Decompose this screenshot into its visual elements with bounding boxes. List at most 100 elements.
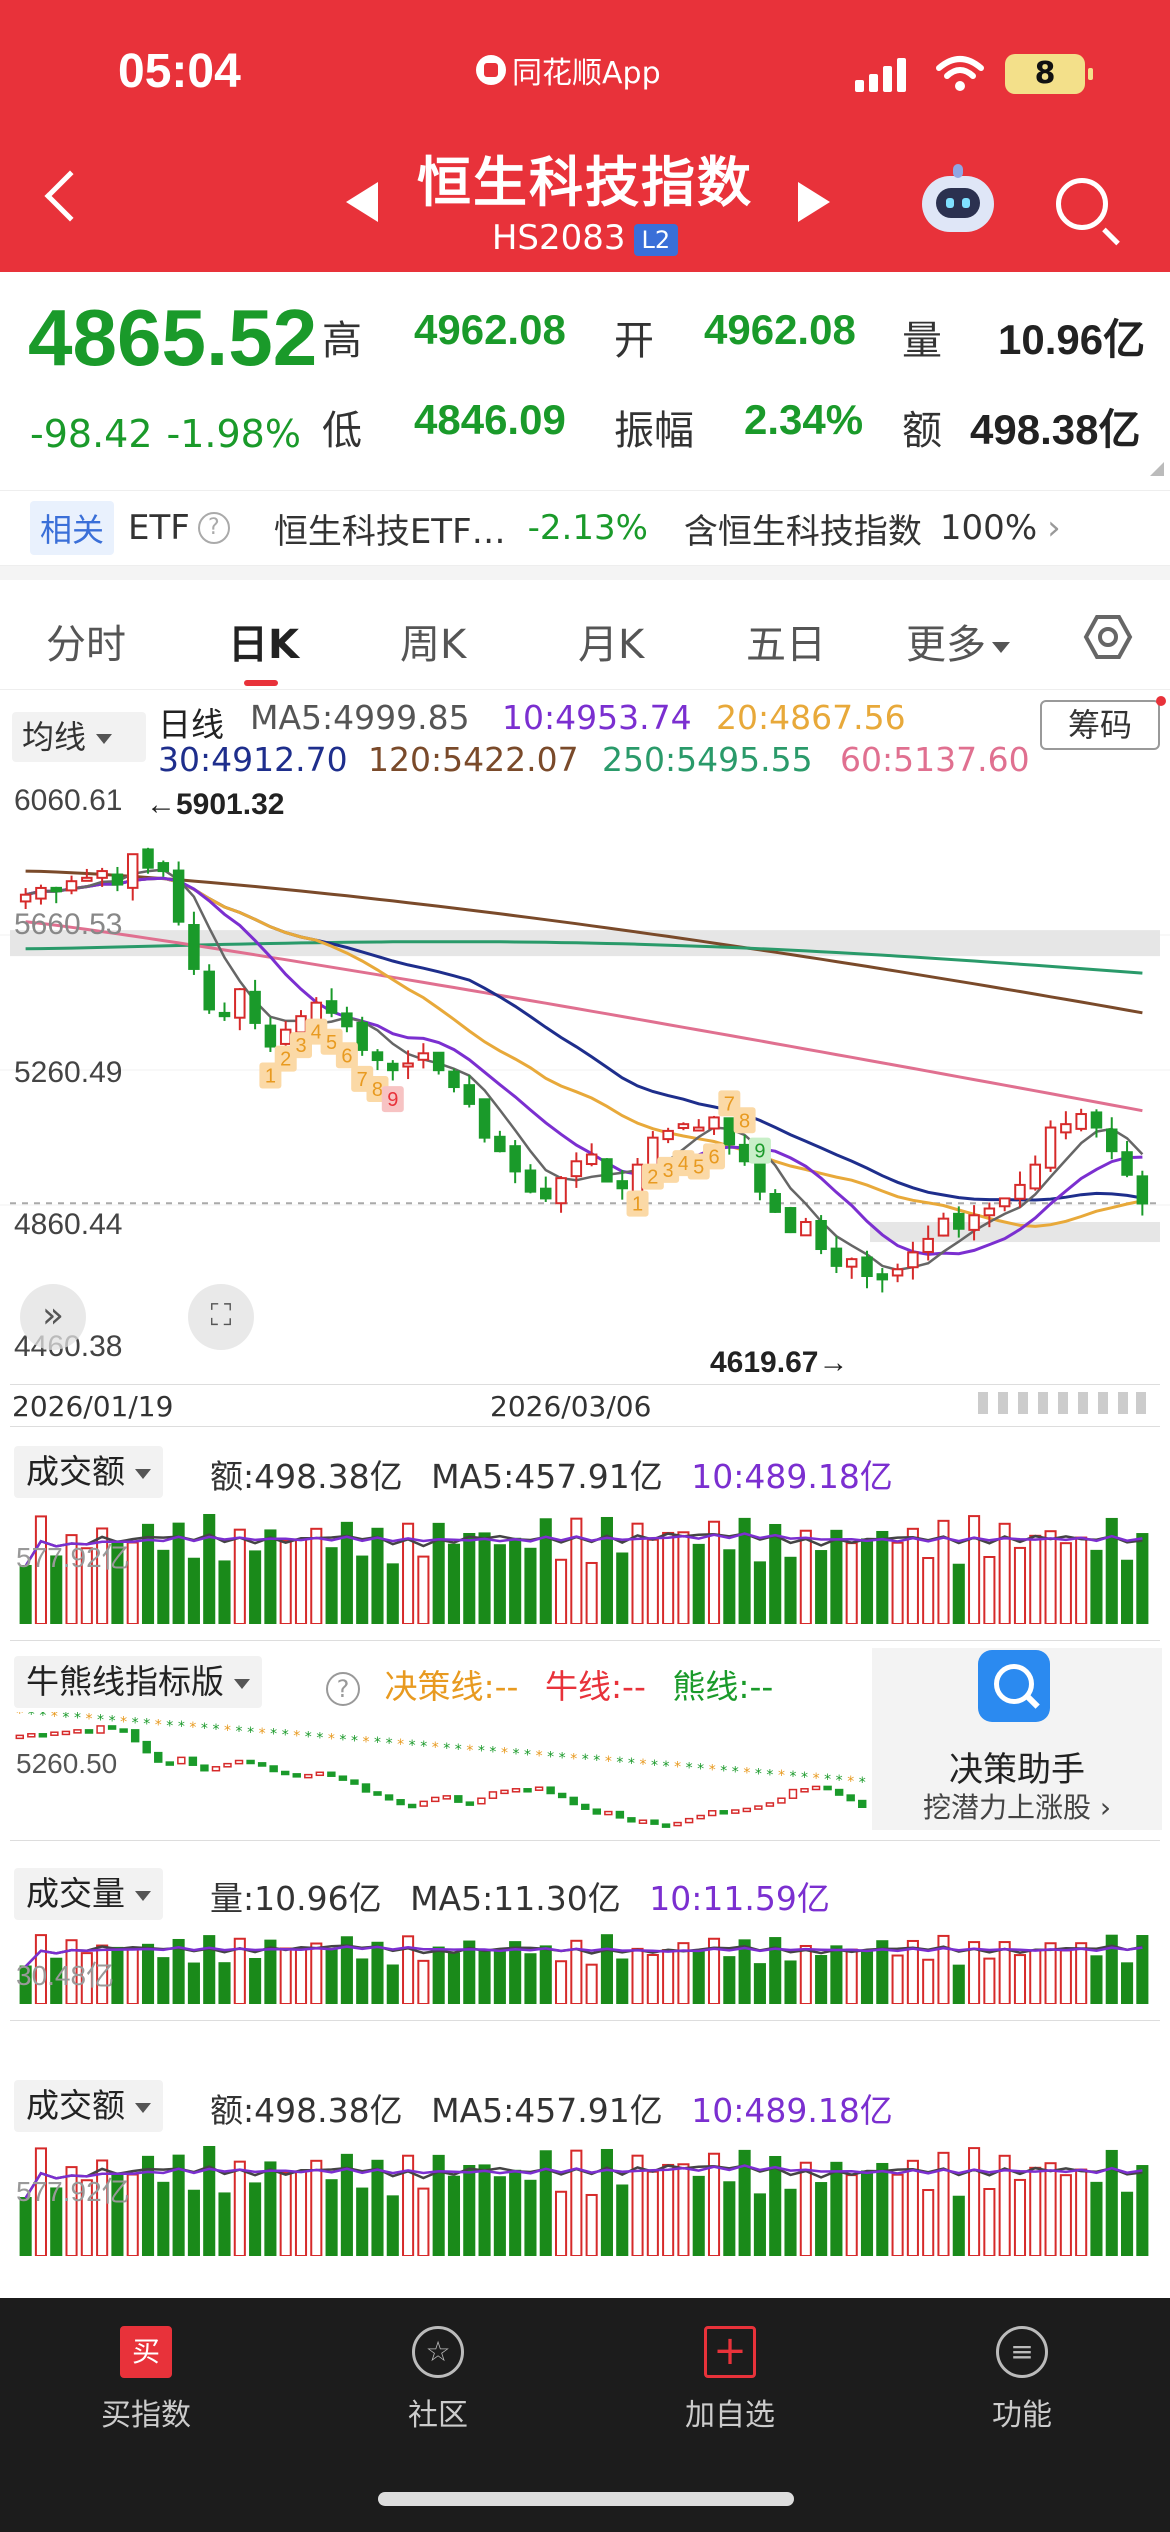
candle-body	[279, 1028, 292, 1045]
volume-bar	[1075, 1942, 1088, 2004]
volume-bar	[493, 1950, 506, 2004]
volume-bar	[141, 2155, 155, 2256]
candle-body	[601, 1158, 613, 1183]
candle-body	[203, 970, 215, 1011]
volume-bar	[80, 1547, 93, 1624]
tab-intraday[interactable]: 分时	[46, 622, 126, 668]
volume-bar	[1121, 1559, 1134, 1624]
ma30-value: 30:4912.70	[158, 740, 348, 779]
next-stock-icon[interactable]	[798, 182, 830, 222]
candle-body	[677, 1123, 690, 1129]
related-etf-name[interactable]: 恒生科技ETF…	[273, 511, 506, 552]
volume-bar	[233, 2160, 246, 2256]
help-icon[interactable]: ?	[326, 1671, 360, 1706]
mini-candle	[488, 1791, 498, 1799]
signal-star-marker: *	[305, 1730, 312, 1746]
volume-bar	[325, 1948, 338, 2004]
volume-bar	[463, 1940, 476, 2004]
volume-bar	[279, 1539, 292, 1624]
period-high-marker: ←5901.32	[146, 788, 285, 821]
mini-candle	[511, 1788, 521, 1793]
nav-buy-index[interactable]: 买 买指数	[46, 2326, 246, 2434]
volume-bar	[769, 1523, 782, 1624]
signal-star-marker: *	[824, 1772, 831, 1788]
volume-bar	[952, 1964, 965, 2004]
amount-indicator-select-2[interactable]: 成交额	[14, 2080, 163, 2132]
bull-bear-indicator-select[interactable]: 牛熊线指标版	[14, 1656, 262, 1708]
volume-bar	[187, 1557, 200, 1624]
volume-indicator-select[interactable]: 成交量	[14, 1868, 163, 1920]
volume-bar	[677, 1531, 690, 1624]
caret-down-icon	[96, 734, 113, 744]
tab-five-day[interactable]: 五日	[746, 622, 826, 668]
mini-candle	[638, 1819, 648, 1824]
ma10-volume-line	[24, 1532, 1143, 1567]
candle-body	[249, 990, 261, 1024]
candle-body	[1121, 1151, 1133, 1176]
amount-bar-chart-2[interactable]	[0, 2132, 1170, 2256]
amount-indicator-select[interactable]: 成交额	[14, 1446, 163, 1498]
volume-bar	[141, 1943, 155, 2004]
volume-bar	[524, 1547, 537, 1624]
related-bar[interactable]: 相关 ETF ? 恒生科技ETF… -2.13% 含恒生科技指数 100% ›	[0, 490, 1170, 566]
chevron-right-icon[interactable]: ›	[1047, 508, 1061, 548]
expand-corner-icon[interactable]	[1150, 462, 1164, 476]
amount-label: 额	[902, 408, 942, 454]
candle-body	[1075, 1113, 1087, 1130]
candle-body	[1029, 1163, 1042, 1190]
signal-star-marker: *	[593, 1753, 600, 1769]
nav-community[interactable]: ☆ 社区	[338, 2326, 538, 2434]
volume-bar	[356, 1958, 369, 2004]
related-index-label[interactable]: 含恒生科技指数	[683, 511, 922, 552]
volume-bar	[34, 1934, 47, 2004]
tab-daily[interactable]: 日K	[228, 622, 299, 668]
search-icon[interactable]	[1056, 178, 1108, 230]
candle-body	[1106, 1128, 1118, 1153]
active-tab-indicator	[244, 680, 278, 686]
mini-candle	[431, 1796, 440, 1803]
mini-candle	[177, 1756, 186, 1765]
mini-candle	[50, 1731, 59, 1736]
nav-functions[interactable]: ≡ 功能	[922, 2326, 1122, 2434]
cellular-signal-icon	[855, 56, 906, 92]
tab-weekly[interactable]: 周K	[400, 622, 467, 668]
expand-left-icon[interactable]: »	[20, 1284, 86, 1350]
robot-assistant-icon[interactable]	[922, 164, 994, 232]
chips-button[interactable]: 筹码	[1040, 700, 1160, 750]
candle-body	[310, 1001, 323, 1022]
volume-bar	[402, 2154, 415, 2256]
td-marker-text: 6	[341, 1045, 352, 1067]
mini-candle	[534, 1786, 544, 1791]
mini-candle	[315, 1771, 325, 1777]
tab-monthly[interactable]: 月K	[578, 622, 645, 668]
signal-star-marker: *	[778, 1768, 785, 1784]
volume-bar	[753, 1561, 766, 1624]
volume-bar-chart[interactable]	[0, 1920, 1170, 2004]
volume-bar	[570, 2149, 583, 2256]
previous-stock-icon[interactable]	[346, 182, 378, 222]
fullscreen-icon[interactable]: ⛶	[188, 1284, 254, 1350]
open-label: 开	[614, 318, 654, 364]
nav-add-watchlist[interactable]: + 加自选	[685, 2326, 775, 2433]
volume-bar	[294, 1538, 308, 1624]
volume-bar	[386, 2195, 399, 2256]
volume-bar	[249, 2182, 262, 2256]
volume-bar	[692, 1543, 705, 1624]
decision-assistant-card[interactable]: 决策助手 挖潜力上涨股 ›	[872, 1648, 1162, 1830]
settings-hexagon-icon[interactable]	[1083, 612, 1133, 662]
ma-selector[interactable]: 均线	[12, 712, 146, 762]
signal-star-marker: *	[409, 1738, 416, 1754]
volume-bar	[600, 2148, 613, 2256]
mini-candle	[130, 1729, 140, 1743]
amount-bar-chart[interactable]	[0, 1500, 1170, 1624]
volume-bar	[279, 2171, 292, 2256]
candle-body	[402, 1062, 414, 1068]
volume-bar	[249, 1957, 262, 2004]
tab-more[interactable]: 更多	[906, 612, 1010, 670]
help-icon[interactable]: ?	[197, 512, 230, 544]
bull-bear-chart[interactable]: * * * * * * * * * * * * * * * * * * * * * * * * * * * * * * * * * * * * * * * *…	[0, 1712, 872, 1836]
volume-bar	[1136, 1935, 1149, 2004]
scroll-indicator[interactable]	[978, 1392, 1146, 1414]
volume-bar	[509, 1537, 522, 1624]
